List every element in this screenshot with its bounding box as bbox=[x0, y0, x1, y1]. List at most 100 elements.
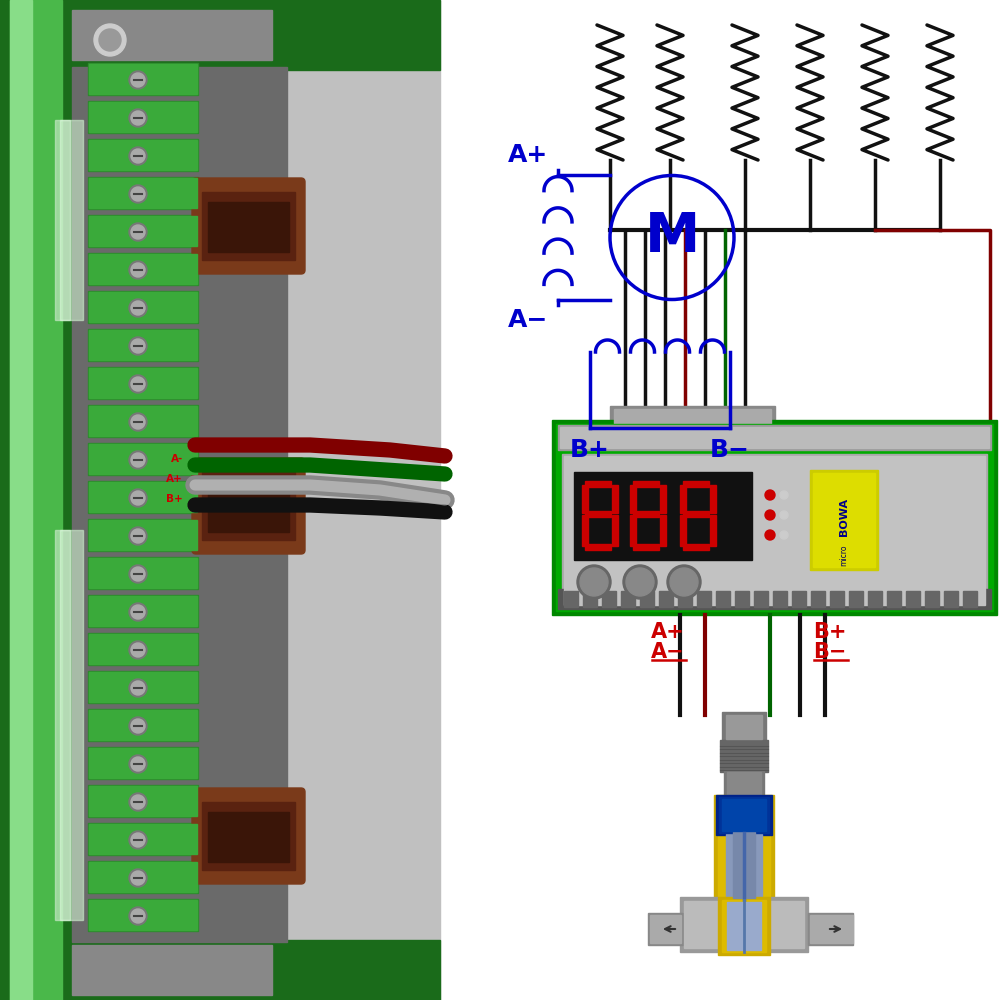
Circle shape bbox=[129, 679, 147, 697]
Bar bbox=[89, 900, 197, 930]
Circle shape bbox=[129, 147, 147, 165]
Bar bbox=[612, 515, 618, 546]
Circle shape bbox=[670, 568, 698, 596]
Bar bbox=[88, 367, 198, 399]
Circle shape bbox=[131, 643, 145, 657]
Bar bbox=[678, 591, 692, 607]
Bar bbox=[735, 591, 749, 607]
Bar bbox=[585, 544, 611, 550]
Text: M: M bbox=[644, 211, 700, 264]
Bar bbox=[60, 530, 70, 920]
Text: BOWA: BOWA bbox=[839, 498, 849, 536]
Bar bbox=[202, 472, 295, 540]
Bar bbox=[710, 515, 716, 546]
Bar bbox=[582, 485, 588, 513]
Bar bbox=[89, 824, 197, 854]
Circle shape bbox=[129, 185, 147, 203]
Bar bbox=[944, 591, 958, 607]
Bar bbox=[808, 913, 853, 945]
Circle shape bbox=[765, 510, 775, 520]
Bar bbox=[633, 511, 659, 517]
Bar bbox=[208, 812, 289, 862]
Circle shape bbox=[131, 757, 145, 771]
Text: A+: A+ bbox=[508, 143, 548, 167]
Bar bbox=[89, 672, 197, 702]
Bar bbox=[925, 591, 939, 607]
Bar bbox=[89, 482, 197, 512]
Bar bbox=[89, 406, 197, 436]
Bar bbox=[88, 671, 198, 703]
Bar bbox=[574, 472, 752, 560]
Bar bbox=[0, 940, 440, 1000]
Circle shape bbox=[577, 565, 611, 599]
Bar bbox=[719, 797, 769, 833]
Bar bbox=[88, 899, 198, 931]
Circle shape bbox=[667, 565, 701, 599]
Circle shape bbox=[99, 29, 121, 51]
Bar bbox=[10, 0, 62, 1000]
Circle shape bbox=[131, 111, 145, 125]
Bar bbox=[10, 0, 32, 1000]
Bar bbox=[633, 481, 659, 487]
Text: B+: B+ bbox=[813, 622, 847, 642]
FancyBboxPatch shape bbox=[192, 788, 305, 884]
Circle shape bbox=[780, 491, 788, 499]
Circle shape bbox=[623, 565, 657, 599]
Bar bbox=[88, 443, 198, 475]
Circle shape bbox=[131, 377, 145, 391]
Bar bbox=[89, 786, 197, 816]
Bar bbox=[720, 740, 768, 772]
Bar bbox=[680, 485, 686, 513]
Bar bbox=[89, 216, 197, 246]
Bar bbox=[610, 406, 775, 428]
Circle shape bbox=[131, 453, 145, 467]
Bar bbox=[88, 747, 198, 779]
Circle shape bbox=[131, 795, 145, 809]
Bar bbox=[89, 862, 197, 892]
Text: B+: B+ bbox=[570, 438, 610, 462]
Bar bbox=[556, 424, 993, 611]
Bar bbox=[726, 834, 762, 896]
Text: B−: B− bbox=[710, 438, 750, 462]
Bar bbox=[811, 591, 825, 607]
Bar bbox=[714, 795, 774, 900]
Bar bbox=[89, 64, 197, 94]
Bar bbox=[89, 444, 197, 474]
Bar bbox=[710, 485, 716, 513]
Bar bbox=[810, 915, 853, 943]
Bar bbox=[722, 900, 766, 952]
Bar bbox=[552, 420, 997, 615]
Circle shape bbox=[780, 531, 788, 539]
Bar bbox=[0, 0, 440, 70]
Circle shape bbox=[129, 375, 147, 393]
Circle shape bbox=[129, 109, 147, 127]
Circle shape bbox=[129, 755, 147, 773]
Bar bbox=[564, 591, 578, 607]
Circle shape bbox=[131, 529, 145, 543]
Bar bbox=[88, 823, 198, 855]
Circle shape bbox=[129, 565, 147, 583]
Circle shape bbox=[780, 511, 788, 519]
Text: B+: B+ bbox=[166, 494, 183, 504]
Bar bbox=[680, 515, 686, 546]
Circle shape bbox=[94, 24, 126, 56]
Circle shape bbox=[131, 491, 145, 505]
Bar bbox=[88, 595, 198, 627]
Bar bbox=[830, 591, 844, 607]
Bar bbox=[89, 140, 197, 170]
Circle shape bbox=[131, 339, 145, 353]
Bar bbox=[88, 861, 198, 893]
Circle shape bbox=[131, 605, 145, 619]
FancyBboxPatch shape bbox=[192, 458, 305, 554]
Circle shape bbox=[129, 793, 147, 811]
Text: B−: B− bbox=[813, 642, 847, 662]
Text: A−: A− bbox=[508, 308, 548, 332]
Bar bbox=[55, 120, 83, 320]
Bar bbox=[583, 591, 597, 607]
Bar bbox=[660, 515, 666, 546]
Bar bbox=[202, 802, 295, 870]
Bar bbox=[558, 589, 991, 609]
Bar bbox=[72, 945, 272, 995]
Bar bbox=[88, 215, 198, 247]
Circle shape bbox=[129, 869, 147, 887]
